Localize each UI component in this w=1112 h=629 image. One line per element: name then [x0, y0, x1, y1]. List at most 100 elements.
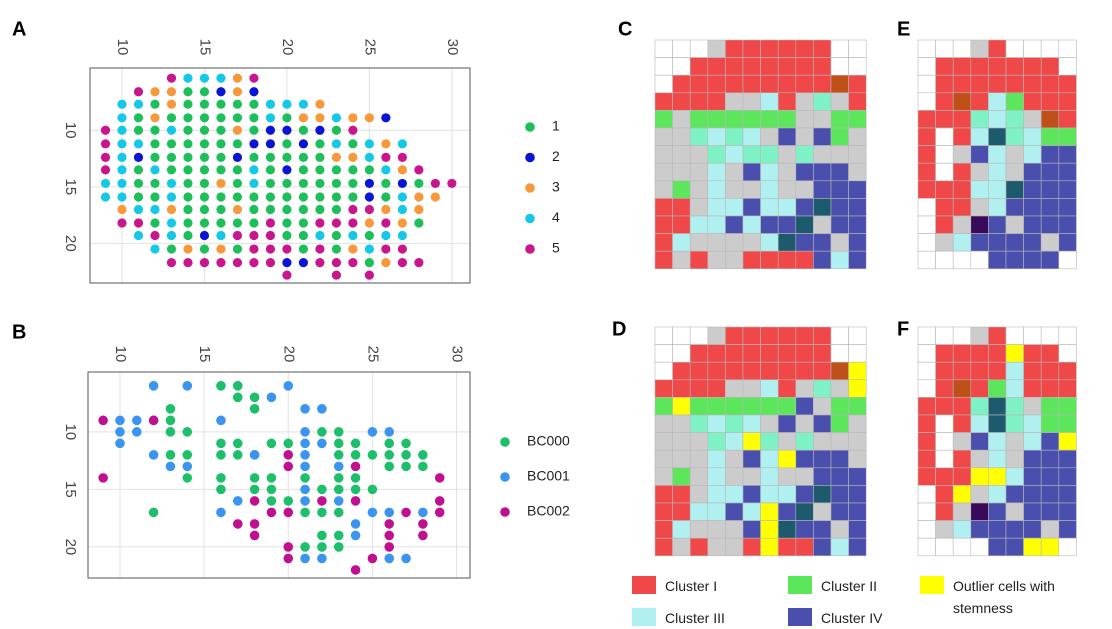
- spot: [298, 258, 309, 268]
- spot: [364, 244, 374, 254]
- spot: [315, 165, 325, 175]
- grid-cell: [672, 485, 691, 504]
- grid-cell: [830, 449, 849, 469]
- grid-cell: [777, 127, 797, 146]
- grid-cell: [672, 537, 691, 557]
- grid-cell: [1058, 520, 1077, 539]
- spot: [266, 392, 277, 403]
- grid-cell: [1023, 414, 1042, 433]
- grid-cell: [830, 162, 849, 182]
- grid-cell: [1058, 250, 1077, 270]
- grid-cell: [742, 250, 761, 270]
- spot: [283, 461, 294, 472]
- grid-cell: [813, 145, 832, 164]
- spot: [350, 473, 361, 483]
- grid-cell: [917, 215, 936, 234]
- grid-cell: [672, 467, 691, 486]
- grid-cell: [654, 215, 673, 234]
- grid-cell: [742, 344, 761, 363]
- spot: [397, 244, 407, 254]
- grid-cell: [707, 110, 726, 129]
- grid-cell: [813, 537, 832, 557]
- grid-cell: [760, 326, 779, 345]
- spot: [199, 192, 210, 202]
- grid-cell: [970, 74, 989, 94]
- grid-cell: [935, 344, 954, 363]
- spot: [265, 139, 276, 149]
- grid-cell: [777, 250, 797, 270]
- grid-cell: [777, 485, 797, 504]
- grid-cell: [707, 250, 726, 270]
- grid-cell: [795, 502, 814, 521]
- spot: [100, 178, 111, 189]
- spot: [300, 438, 310, 449]
- spot: [381, 258, 391, 268]
- grid-cell: [760, 110, 779, 129]
- spot: [282, 99, 292, 109]
- grid-cell: [795, 215, 814, 234]
- grid-cell: [777, 57, 797, 76]
- grid-cell: [952, 92, 972, 111]
- grid-cell: [848, 344, 867, 363]
- grid-cell: [935, 198, 954, 217]
- legend-label: Cluster III: [665, 610, 725, 626]
- grid-cell: [970, 467, 989, 486]
- grid-cell: [1040, 344, 1060, 363]
- spot: [249, 519, 260, 529]
- grid-cell: [1058, 449, 1077, 469]
- spot: [232, 244, 243, 254]
- spot: [364, 113, 374, 123]
- grid-cell: [654, 145, 673, 164]
- grid-cell: [952, 39, 972, 58]
- spot: [397, 230, 407, 241]
- grid-cell: [952, 397, 972, 416]
- spot: [298, 125, 309, 135]
- grid-cell: [725, 414, 744, 433]
- grid-cell: [760, 145, 779, 164]
- grid-cell: [848, 145, 867, 164]
- grid-cell: [672, 414, 691, 433]
- grid-cell: [848, 502, 867, 521]
- grid-cell: [1058, 485, 1077, 504]
- legend-swatch: [632, 576, 656, 594]
- spot: [232, 73, 243, 83]
- grid-cell: [760, 397, 779, 416]
- grid-cell: [654, 379, 673, 398]
- spot: [249, 392, 260, 403]
- grid-cell: [742, 520, 761, 539]
- grid-cell: [707, 537, 726, 557]
- legend-swatch: [500, 437, 510, 447]
- grid-cell: [917, 326, 936, 345]
- spot: [315, 230, 325, 241]
- spot: [414, 165, 424, 175]
- spot: [331, 125, 342, 135]
- spot: [117, 125, 127, 135]
- spot: [283, 438, 294, 449]
- grid-cell: [935, 485, 954, 504]
- grid-cell: [988, 361, 1007, 381]
- grid-cell: [1005, 145, 1024, 164]
- spot: [117, 113, 127, 123]
- grid-cell: [952, 215, 972, 234]
- grid-cell: [970, 502, 989, 521]
- grid-cell: [848, 233, 867, 252]
- grid-cell: [672, 520, 691, 539]
- spot: [115, 427, 125, 437]
- spot: [216, 381, 226, 391]
- grid-cell: [988, 397, 1007, 416]
- spot: [216, 258, 226, 268]
- grid-cell: [795, 180, 814, 199]
- grid-cell: [654, 485, 673, 504]
- grid-cell: [935, 110, 954, 129]
- grid-cell: [1040, 449, 1060, 469]
- spot: [350, 565, 361, 575]
- grid-cell: [795, 467, 814, 486]
- spot: [183, 178, 193, 189]
- spot: [414, 178, 424, 189]
- spot: [333, 438, 344, 449]
- grid-cell: [1023, 397, 1042, 416]
- grid-cell: [1005, 537, 1024, 557]
- grid-cell: [1023, 344, 1042, 363]
- grid-cell: [742, 233, 761, 252]
- grid-cell: [935, 432, 954, 451]
